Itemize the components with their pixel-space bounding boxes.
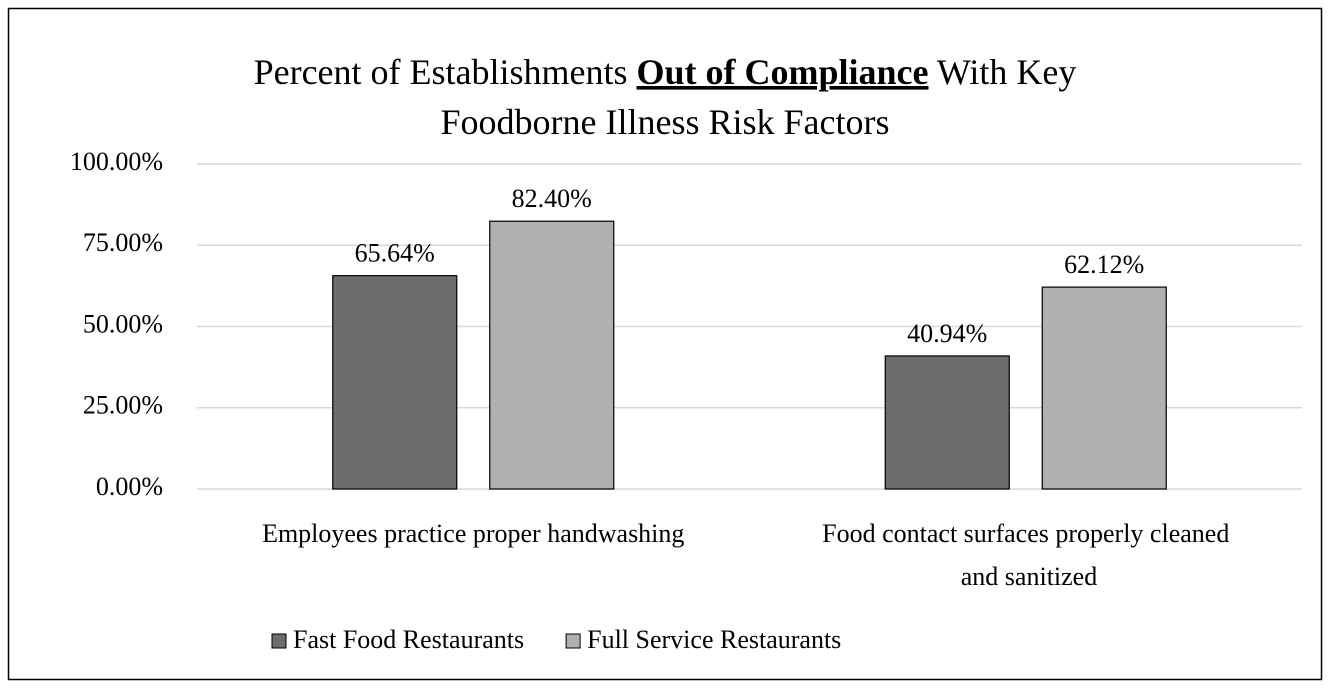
- y-tick-label: 100.00%: [70, 147, 163, 176]
- chart-title: Percent of Establishments Out of Complia…: [254, 52, 1077, 92]
- legend-label: Fast Food Restaurants: [293, 625, 524, 654]
- data-label: 40.94%: [907, 319, 987, 348]
- title-part: With Key: [937, 52, 1077, 92]
- chart-title: Foodborne Illness Risk Factors: [441, 102, 890, 142]
- legend-swatch: [565, 633, 581, 649]
- y-tick-label: 75.00%: [83, 228, 163, 257]
- x-tick-label-line: Food contact surfaces properly cleaned: [822, 519, 1229, 548]
- data-label: 82.40%: [512, 184, 592, 213]
- legend-swatch: [271, 633, 287, 649]
- bar: [1041, 286, 1167, 490]
- data-label: 62.12%: [1064, 250, 1144, 279]
- x-tick-label: Food contact surfaces properly cleaned a…: [822, 519, 1229, 591]
- legend-label: Full Service Restaurants: [587, 625, 841, 654]
- bar: [332, 275, 458, 490]
- bar: [884, 355, 1010, 490]
- data-label: 65.64%: [355, 239, 435, 268]
- y-tick-label: 0.00%: [96, 472, 163, 501]
- y-tick-label: 50.00%: [83, 309, 163, 338]
- y-tick-label: 25.00%: [83, 391, 163, 420]
- x-tick-label-line: Employees practice proper handwashing: [262, 519, 684, 548]
- title-part: Percent of Establishments: [254, 52, 628, 92]
- title-emphasis: Out of Compliance: [637, 52, 929, 92]
- x-tick-label-line: and sanitized: [954, 562, 1097, 591]
- x-tick-label: Employees practice proper handwashing: [262, 519, 684, 548]
- bar: [489, 220, 615, 490]
